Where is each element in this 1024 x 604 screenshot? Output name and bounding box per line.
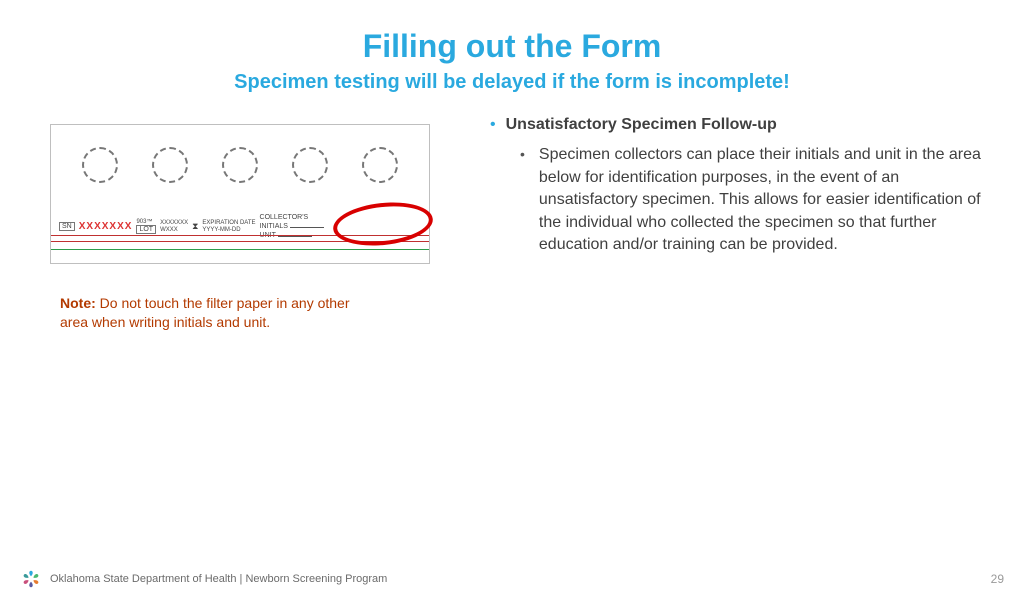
filter-circle — [362, 147, 398, 183]
lot-top: XXXXXXX — [160, 220, 188, 226]
slide: Filling out the Form Specimen testing wi… — [0, 28, 1024, 604]
lot-values: XXXXXXX WXXX — [160, 220, 188, 234]
exp-value: YYYY-MM-DD — [202, 227, 240, 233]
note-label: Note: — [60, 295, 96, 311]
slide-footer: Oklahoma State Department of Health | Ne… — [20, 568, 1004, 590]
filter-circle — [222, 147, 258, 183]
page-number: 29 — [991, 572, 1004, 586]
highlight-ring — [331, 198, 435, 250]
note-text: Note: Do not touch the filter paper in a… — [60, 294, 380, 332]
specimen-card: SN XXXXXXX 903™ LOT XXXXXXX WXXX ⧗ EXPIR… — [50, 124, 430, 264]
initials-label: INITIALS — [260, 222, 288, 231]
sn-label: SN — [59, 222, 75, 231]
expiration-block: EXPIRATION DATE YYYY-MM-DD — [202, 220, 255, 234]
slide-title: Filling out the Form — [0, 28, 1024, 65]
filter-circle — [82, 147, 118, 183]
footer-left: Oklahoma State Department of Health | Ne… — [20, 568, 387, 590]
initials-line — [290, 227, 324, 228]
sn-value: XXXXXXX — [79, 221, 133, 232]
bullet-list: • Unsatisfactory Specimen Follow-up • Sp… — [490, 114, 984, 256]
unit-line — [278, 236, 312, 237]
footer-text: Oklahoma State Department of Health | Ne… — [50, 573, 387, 585]
filter-circles — [51, 147, 429, 183]
bullet-lvl2-text: Specimen collectors can place their init… — [539, 144, 984, 256]
bullet-dot-icon: • — [490, 114, 496, 136]
code-lot-stack: 903™ LOT — [136, 219, 156, 234]
left-column: SN XXXXXXX 903™ LOT XXXXXXX WXXX ⧗ EXPIR… — [40, 114, 480, 332]
exp-label: EXPIRATION DATE — [202, 220, 255, 226]
right-column: • Unsatisfactory Specimen Follow-up • Sp… — [480, 114, 984, 332]
collector-label: COLLECTOR'S — [260, 214, 309, 221]
card-strip — [51, 249, 429, 250]
filter-circle — [292, 147, 328, 183]
bullet-lvl1-text: Unsatisfactory Specimen Follow-up — [506, 114, 777, 136]
bullet-lvl1: • Unsatisfactory Specimen Follow-up — [490, 114, 984, 136]
hourglass-icon: ⧗ — [192, 221, 198, 232]
bullet-dot-icon: • — [520, 144, 525, 256]
note-body: Do not touch the filter paper in any oth… — [60, 295, 350, 330]
lot-label: LOT — [136, 225, 156, 234]
logo-icon — [20, 568, 42, 590]
bullet-lvl2: • Specimen collectors can place their in… — [520, 144, 984, 256]
filter-circle — [152, 147, 188, 183]
lot-bottom: WXXX — [160, 227, 178, 233]
slide-subtitle: Specimen testing will be delayed if the … — [0, 71, 1024, 94]
content-row: SN XXXXXXX 903™ LOT XXXXXXX WXXX ⧗ EXPIR… — [0, 94, 1024, 332]
